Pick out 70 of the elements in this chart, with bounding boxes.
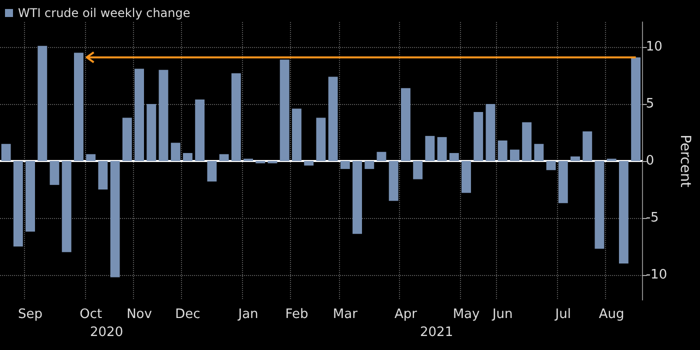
bar	[158, 70, 168, 161]
bar	[195, 99, 205, 161]
x-tick-label: Jul	[554, 307, 571, 322]
bar	[292, 108, 302, 161]
y-tick-label: -5	[646, 210, 659, 226]
text: 2020	[90, 325, 124, 340]
bar	[400, 88, 410, 161]
bar	[376, 152, 386, 161]
x-tick-label: Dec	[175, 307, 200, 322]
x-tick-label: Jan	[237, 307, 258, 322]
bar	[1, 144, 11, 161]
bar	[582, 131, 592, 161]
bar	[219, 154, 229, 161]
bar	[231, 73, 241, 161]
bar	[618, 161, 628, 264]
bar	[474, 112, 484, 161]
y-tick-label: 10	[646, 40, 662, 55]
bar	[62, 161, 72, 252]
bar	[182, 153, 192, 161]
bar	[534, 144, 544, 161]
bar	[110, 161, 120, 278]
bar	[546, 161, 556, 170]
x-tick-label: Apr	[394, 307, 418, 322]
x-tick-label: Sep	[18, 307, 43, 322]
bar	[570, 156, 580, 161]
bar	[558, 161, 568, 204]
bar	[122, 118, 132, 161]
legend-label: WTI crude oil weekly change	[18, 6, 190, 20]
bar	[328, 76, 338, 161]
x-tick-label: Feb	[285, 307, 308, 322]
x-tick-label: Aug	[598, 307, 624, 322]
y-tick-label: 5	[646, 96, 654, 112]
bar	[50, 161, 60, 185]
bar	[449, 153, 459, 161]
bar	[631, 57, 641, 161]
bar	[98, 161, 108, 190]
bar	[437, 137, 447, 161]
text: 2021	[420, 325, 454, 340]
bar	[170, 142, 180, 161]
x-tick-label: Oct	[80, 307, 102, 322]
bar	[146, 104, 156, 161]
bar	[340, 161, 350, 169]
bar	[522, 122, 532, 161]
bar	[425, 136, 435, 161]
bar	[38, 46, 48, 161]
bar	[462, 161, 471, 193]
y-axis-title: Percent	[677, 134, 693, 188]
bar	[352, 161, 362, 234]
bar	[594, 161, 604, 249]
bar	[316, 118, 326, 161]
x-tick-label: Mar	[332, 307, 358, 322]
bar	[486, 104, 496, 161]
bar	[388, 161, 398, 201]
bar	[280, 60, 290, 161]
bar	[74, 52, 84, 161]
x-tick-label: Nov	[126, 307, 152, 322]
bar	[13, 161, 23, 246]
bar	[413, 161, 423, 180]
bar	[26, 161, 35, 232]
y-tick-label: 0	[646, 154, 654, 168]
bar	[207, 161, 217, 182]
bar	[510, 150, 520, 161]
x-tick-label: May	[452, 307, 480, 322]
bar	[364, 161, 374, 169]
bar	[498, 140, 508, 161]
bar	[86, 154, 96, 161]
y-tick-label: -10	[646, 267, 668, 282]
bar	[304, 161, 314, 166]
bar	[134, 68, 144, 161]
x-tick-label: Jun	[491, 307, 513, 322]
